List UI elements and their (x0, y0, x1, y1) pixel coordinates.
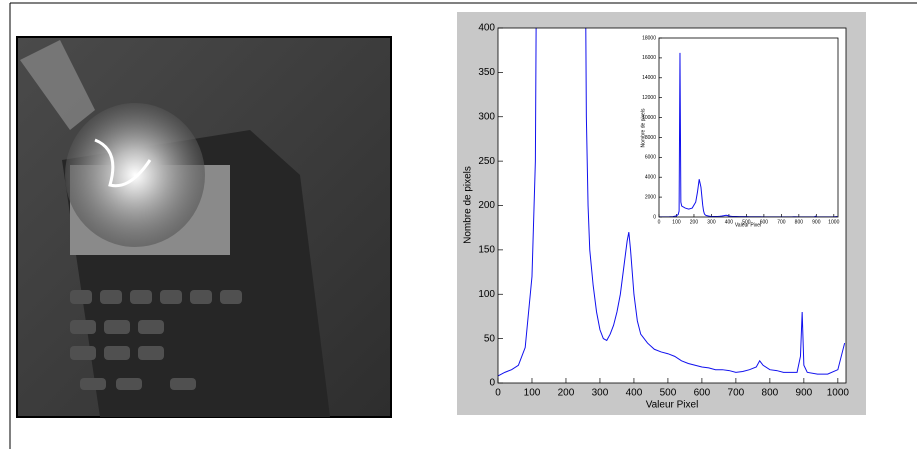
y-tick-label: 6000 (645, 155, 656, 161)
x-axis-label: Valeur Pixel (735, 222, 761, 228)
y-tick-label: 18000 (642, 35, 656, 41)
y-tick-label: 16000 (642, 55, 656, 61)
y-tick-label: 400 (478, 23, 495, 34)
x-tick-label: 800 (762, 388, 779, 399)
x-tick-label: 500 (742, 219, 751, 225)
x-tick-label: 600 (760, 219, 769, 225)
x-tick-label: 200 (690, 219, 699, 225)
x-tick-label: 300 (707, 219, 716, 225)
plot-area (659, 38, 838, 217)
x-tick-label: 400 (626, 388, 643, 399)
y-axis-label: Nombre de pixels (640, 108, 646, 147)
y-tick-label: 150 (478, 245, 495, 256)
y-tick-label: 300 (478, 111, 495, 122)
histogram-line (498, 28, 846, 377)
y-tick-label: 4000 (645, 175, 656, 181)
x-tick-label: 0 (495, 388, 501, 399)
x-tick-label: 100 (672, 219, 681, 225)
x-tick-label: 100 (524, 388, 541, 399)
y-tick-label: 8000 (645, 135, 656, 141)
y-tick-label: 0 (489, 378, 495, 389)
x-tick-label: 900 (812, 219, 821, 225)
y-tick-label: 250 (478, 156, 495, 167)
y-tick-label: 100 (478, 289, 495, 300)
y-tick-label: 350 (478, 67, 495, 78)
x-tick-label: 500 (660, 388, 677, 399)
x-tick-label: 700 (777, 219, 786, 225)
plot-border (497, 27, 847, 384)
x-tick-label: 1000 (828, 219, 839, 225)
plot-border (658, 37, 839, 218)
y-axis-label: Nombre de pixels (463, 166, 474, 244)
photo (16, 36, 392, 418)
y-tick-label: 50 (484, 333, 496, 344)
x-tick-label: 900 (796, 388, 813, 399)
x-axis-label: Valeur Pixel (646, 400, 699, 411)
y-tick-label: 2000 (645, 194, 656, 200)
y-tick-label: 14000 (642, 75, 656, 81)
x-tick-label: 200 (558, 388, 575, 399)
x-tick-label: 700 (728, 388, 745, 399)
x-tick-label: 400 (725, 219, 734, 225)
x-tick-label: 800 (795, 219, 804, 225)
y-tick-label: 12000 (642, 95, 656, 101)
x-tick-label: 300 (592, 388, 609, 399)
y-tick-label: 200 (478, 200, 495, 211)
x-tick-label: 0 (658, 219, 661, 225)
y-tick-label: 10000 (642, 115, 656, 121)
x-tick-label: 600 (694, 388, 711, 399)
x-tick-label: 1000 (827, 388, 850, 399)
y-tick-label: 0 (653, 214, 656, 220)
